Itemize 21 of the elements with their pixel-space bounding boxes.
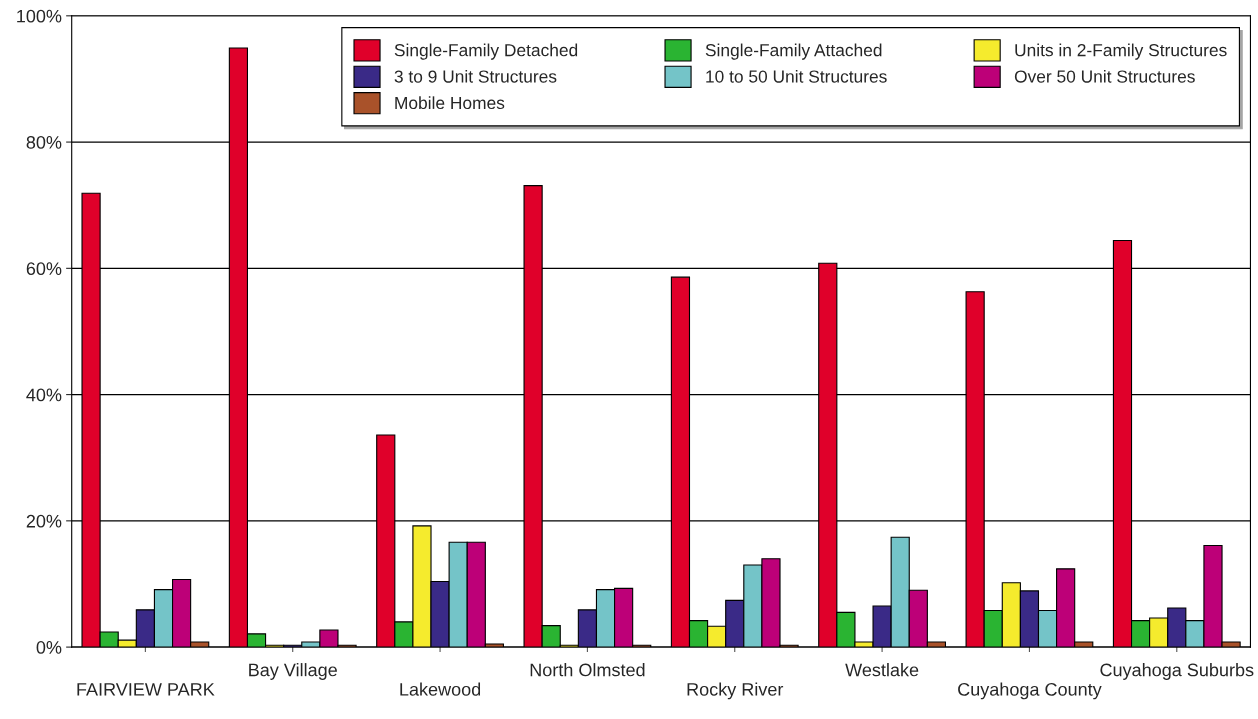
y-tick-label: 100% xyxy=(17,9,62,23)
legend-label: Mobile Homes xyxy=(395,96,505,110)
x-tick-label: Rocky River xyxy=(687,682,784,700)
y-tick-label: 60% xyxy=(26,262,62,276)
y-tick-label: 80% xyxy=(26,136,62,149)
legend-label: 3 to 9 Unit Structures xyxy=(394,69,557,83)
x-tick-label: Lakewood xyxy=(400,682,481,696)
y-tick-label: 40% xyxy=(26,388,62,402)
legend-label: 10 to 50 Unit Structures xyxy=(706,69,887,83)
x-tick-label: North Olmsted xyxy=(530,663,645,677)
y-tick-label: 20% xyxy=(26,514,62,528)
legend-label: Single-Family Detached xyxy=(394,43,578,60)
x-tick-label: Westlake xyxy=(845,663,919,677)
y-tick-label: 0% xyxy=(36,641,62,654)
legend-label: Single-Family Attached xyxy=(705,43,882,60)
x-tick-label: Cuyahoga Suburbs xyxy=(1100,663,1254,680)
x-tick-label: Bay Village xyxy=(249,663,337,680)
x-tick-label: Cuyahoga County xyxy=(958,682,1102,700)
x-tick-label: FAIRVIEW PARK xyxy=(77,683,215,696)
legend-label: Over 50 Unit Structures xyxy=(1014,69,1195,83)
legend-label: Units in 2-Family Structures xyxy=(1015,43,1227,60)
